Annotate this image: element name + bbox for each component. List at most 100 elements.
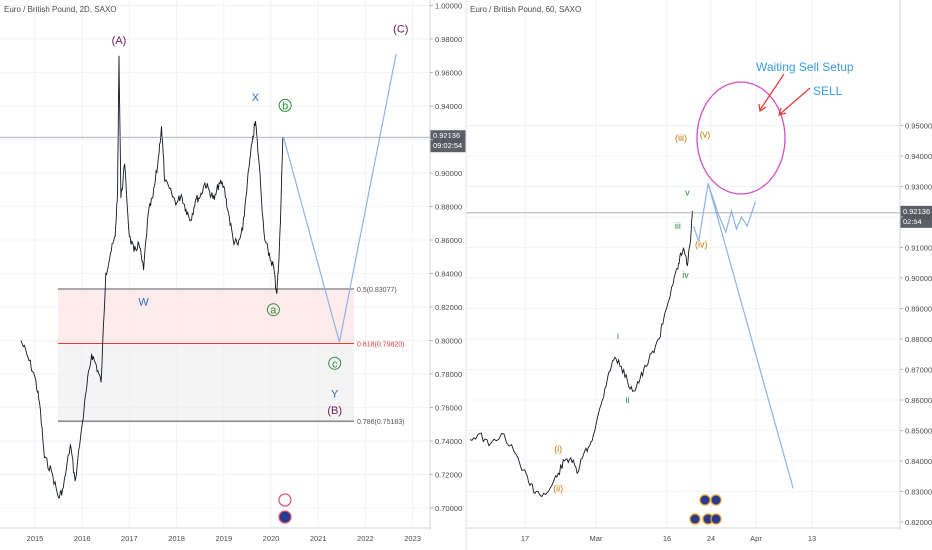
wave-label: ii [626,395,630,405]
y-tick-label: 0.80000 [435,337,462,346]
x-tick-label: 24 [707,534,715,543]
price-series [469,210,693,498]
x-tick-label: Apr [750,534,762,543]
y-tick-label: 0.70000 [435,504,462,513]
price-tag-bg [900,205,932,228]
y-tick-label: 0.93000 [905,183,932,192]
wave-label: (ii) [553,484,563,494]
y-tick-label: 0.85000 [905,427,932,436]
y-tick-label: 0.96000 [435,69,462,78]
x-tick-label: 2016 [74,534,91,543]
y-tick-label: 0.83000 [905,488,932,497]
y-tick-label: 0.82000 [905,518,932,527]
x-tick-label: 13 [808,534,816,543]
wave-label-circle [278,98,292,112]
y-tick-label: 0.94000 [905,152,932,161]
event-markers[interactable] [689,494,722,525]
y-tick-label: 0.86000 [905,396,932,405]
wave-label: iv [682,270,689,280]
countdown: 09:02:54 [433,141,462,150]
wave-label: i [617,331,619,341]
event-marker-circle [710,513,722,525]
countdown: 02:54 [903,217,922,226]
wave-label: X [252,92,260,104]
x-tick-label: 2015 [27,534,44,543]
event-marker-circle [689,513,701,525]
wave-label: W [138,296,149,308]
y-tick-label: 0.86000 [435,236,462,245]
x-tick-label: 2020 [263,534,280,543]
y-tick-label: 0.94000 [435,102,462,111]
x-tick-label: 2021 [310,534,327,543]
chart-title: Euro / British Pound, 60, SAXO [470,5,581,14]
y-tick-label: 0.87000 [905,366,932,375]
x-tick-label: 2019 [215,534,232,543]
y-tick-label: 0.78000 [435,370,462,379]
wave-label: (i) [554,444,562,454]
wave-label: (A) [112,35,127,47]
sell-arrows [758,73,811,116]
x-tick-label: 2017 [121,534,138,543]
y-tick-label: 0.88000 [905,335,932,344]
price-series [20,55,284,499]
last-price: 0.92136 [903,207,930,216]
x-tick-label: 2022 [357,534,374,543]
y-tick-label: 0.90000 [435,169,462,178]
left-gridlines [0,0,430,528]
wave-label: v [685,188,690,198]
y-tick-label: 0.82000 [435,303,462,312]
x-axis: 17 Mar 16 24 Apr 13 [466,527,900,543]
arrow-head [758,103,767,113]
x-tick-label: 16 [663,534,671,543]
fib-zone [58,290,354,423]
arrow-head [778,107,787,116]
setup-circle [696,81,786,195]
wave-label: a [270,305,277,317]
fib-label: 0.5(0.83077) [357,287,397,294]
event-marker[interactable] [278,493,292,524]
wave-label: (iv) [695,240,708,250]
y-tick-label: 0.92000 [905,213,932,222]
y-tick-label: 0.90000 [905,274,932,283]
event-marker-circle [699,494,711,506]
y-tick-label: 0.89000 [905,305,932,314]
projection-series [283,53,397,343]
event-marker-circle [278,510,292,524]
x-axis: 2015 2016 2017 2018 2019 2020 2021 2022 2023 [0,527,430,543]
y-axis: 0.82000 0.83000 0.84000 0.85000 0.86000 0.870… [899,0,932,530]
wave-label: (iii) [675,133,687,143]
wave-label: (B) [327,405,342,417]
wave-label: (C) [393,23,408,35]
x-tick-label: Mar [590,534,603,543]
right-gridlines [466,0,900,528]
y-tick-label: 0.74000 [435,437,462,446]
wave-label: iii [675,221,681,231]
x-tick-label: 17 [521,534,529,543]
fib-zone-upper [58,290,354,345]
y-tick-label: 0.84000 [905,457,932,466]
fib-zone-lower [58,345,354,423]
y-axis: 0.70000 0.72000 0.74000 0.76000 0.78000 0.800… [429,0,462,530]
annotation-sell: SELL [813,84,843,98]
price-line [469,210,693,498]
x-tick-label: 2018 [168,534,185,543]
y-tick-label: 0.84000 [435,270,462,279]
y-tick-label: 0.88000 [435,203,462,212]
chart-title: Euro / British Pound, 2D, SAXO [4,5,117,14]
fib-levels: 0.5(0.83077) 0.618(0.79820) 0.786(0.75183) [58,287,404,426]
wave-label-circle [328,356,342,370]
y-tick-label: 0.98000 [435,35,462,44]
projection-line [283,53,397,343]
arrow-sell [779,87,811,115]
fib-label: 0.618(0.79820) [357,342,404,349]
wave-label: Y [331,388,339,400]
projection-line [693,183,756,242]
price-tag-bg [430,130,466,153]
y-tick-label: 0.72000 [435,471,462,480]
